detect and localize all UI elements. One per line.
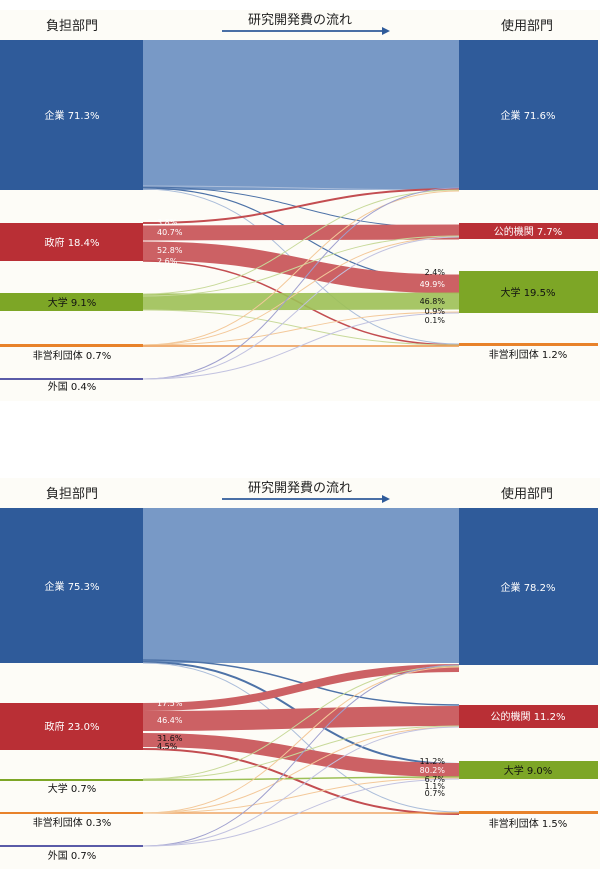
flow-line bbox=[142, 778, 460, 847]
target-label-enterprise: 企業 71.6% bbox=[501, 109, 556, 122]
flow-government-to-nonprofit bbox=[142, 748, 460, 815]
flow-line bbox=[142, 725, 460, 780]
flow-label: 0.9% bbox=[425, 307, 446, 316]
flow-enterprise-to-enterprise bbox=[143, 508, 459, 663]
source-node-enterprise bbox=[0, 508, 143, 663]
flow-line bbox=[142, 726, 460, 847]
header-using-sector: 使用部門 bbox=[501, 486, 553, 502]
source-node-nonprofit bbox=[0, 344, 143, 347]
source-node-nonprofit bbox=[0, 812, 143, 814]
flow-line bbox=[142, 236, 460, 346]
source-node-foreign bbox=[0, 845, 143, 847]
sankey-panel-2: 負担部門 研究開発費の流れ 使用部門 企業 75.3% 政府 23.0% 大学 … bbox=[0, 468, 600, 869]
flow-line bbox=[142, 309, 460, 346]
header-flow-title: 研究開発費の流れ bbox=[248, 481, 352, 496]
flow-arrow-icon bbox=[222, 27, 390, 35]
source-label-foreign: 外国 0.4% bbox=[48, 381, 97, 393]
target-label-public: 公的機関 11.2% bbox=[491, 710, 566, 723]
target-label-nonprofit: 非営利団体 1.2% bbox=[489, 348, 568, 361]
target-label-enterprise: 企業 78.2% bbox=[501, 581, 556, 594]
source-label-nonprofit: 非営利団体 0.7% bbox=[33, 349, 112, 362]
header-flow-title: 研究開発費の流れ bbox=[248, 13, 352, 28]
flow-line bbox=[142, 665, 460, 780]
flow-line bbox=[142, 190, 460, 346]
flow-foreign-to-enterprise bbox=[142, 187, 460, 380]
flow-label: 1.1% bbox=[425, 782, 446, 791]
flow-label: 6.7% bbox=[425, 775, 446, 784]
source-node-university bbox=[0, 779, 143, 781]
source-label-foreign: 外国 0.7% bbox=[48, 850, 97, 862]
target-node-university bbox=[459, 761, 598, 779]
sankey-diagram-1: 負担部門 研究開発費の流れ 使用部門 企業 71.3% 政府 18.4% 大学 … bbox=[0, 0, 600, 401]
source-node-enterprise bbox=[0, 40, 143, 190]
flow-label: 11.2% bbox=[420, 757, 446, 766]
source-node-foreign bbox=[0, 378, 143, 380]
target-label-nonprofit: 非営利団体 1.5% bbox=[489, 817, 568, 830]
source-node-government bbox=[0, 703, 143, 750]
flow-label: 17.5% bbox=[157, 699, 183, 708]
source-label-government: 政府 18.4% bbox=[45, 236, 100, 249]
target-node-enterprise bbox=[459, 40, 598, 190]
target-label-public: 公的機関 7.7% bbox=[494, 225, 563, 238]
source-label-university: 大学 9.1% bbox=[48, 296, 97, 309]
header-funding-sector: 負担部門 bbox=[46, 19, 98, 34]
flow-label: 2.6% bbox=[157, 257, 178, 266]
source-node-university bbox=[0, 293, 143, 311]
flow-line bbox=[142, 235, 460, 297]
flow-line bbox=[142, 189, 460, 295]
header-funding-sector: 負担部門 bbox=[46, 487, 98, 502]
flow-label: 46.4% bbox=[157, 716, 183, 725]
flow-label: 52.8% bbox=[157, 246, 183, 255]
flow-label: 40.7% bbox=[157, 228, 183, 237]
source-label-government: 政府 23.0% bbox=[45, 720, 100, 733]
flow-line bbox=[142, 311, 460, 346]
flow-line bbox=[142, 726, 460, 814]
target-node-enterprise bbox=[459, 508, 598, 665]
target-node-university bbox=[459, 271, 598, 313]
flow-label: 46.8% bbox=[420, 297, 446, 306]
flow-label: 3.8% bbox=[157, 218, 178, 227]
flow-university-to-university bbox=[142, 776, 460, 781]
source-node-government bbox=[0, 223, 143, 261]
flow-line bbox=[142, 659, 460, 706]
header-using-sector: 使用部門 bbox=[501, 18, 553, 34]
flow-government-to-enterprise bbox=[142, 664, 460, 711]
flow-label: 2.4% bbox=[425, 268, 446, 277]
source-label-nonprofit: 非営利団体 0.3% bbox=[33, 816, 112, 829]
flow-line bbox=[142, 312, 460, 380]
flow-label: 4.5% bbox=[157, 742, 178, 751]
flow-government-to-enterprise bbox=[142, 188, 460, 224]
flow-line bbox=[142, 662, 460, 813]
flow-label: 31.6% bbox=[157, 734, 183, 743]
flow-label: 0.1% bbox=[425, 316, 446, 325]
target-label-university: 大学 19.5% bbox=[501, 286, 556, 299]
flow-government-to-public bbox=[142, 706, 460, 731]
target-node-public bbox=[459, 705, 598, 728]
flow-label: 80.2% bbox=[420, 766, 446, 775]
target-label-university: 大学 9.0% bbox=[504, 764, 553, 777]
source-label-enterprise: 企業 71.3% bbox=[45, 109, 100, 122]
target-node-nonprofit bbox=[459, 343, 598, 346]
source-label-university: 大学 0.7% bbox=[48, 782, 97, 795]
sankey-diagram-2: 負担部門 研究開発費の流れ 使用部門 企業 75.3% 政府 23.0% 大学 … bbox=[0, 468, 600, 869]
flow-university-to-university bbox=[142, 292, 460, 311]
sankey-panel-1: 負担部門 研究開発費の流れ 使用部門 企業 71.3% 政府 18.4% 大学 … bbox=[0, 0, 600, 401]
flow-arrow-icon bbox=[222, 495, 390, 503]
flow-government-to-public bbox=[142, 224, 460, 241]
source-label-enterprise: 企業 75.3% bbox=[45, 580, 100, 593]
target-node-nonprofit bbox=[459, 811, 598, 814]
target-node-public bbox=[459, 223, 598, 239]
flow-enterprise-to-enterprise bbox=[143, 40, 459, 190]
flow-foreign-to-enterprise bbox=[142, 664, 460, 847]
flow-label: 49.9% bbox=[420, 280, 446, 289]
flow-line bbox=[142, 777, 460, 814]
flow-line bbox=[142, 236, 460, 380]
flow-label: 0.7% bbox=[425, 789, 446, 798]
